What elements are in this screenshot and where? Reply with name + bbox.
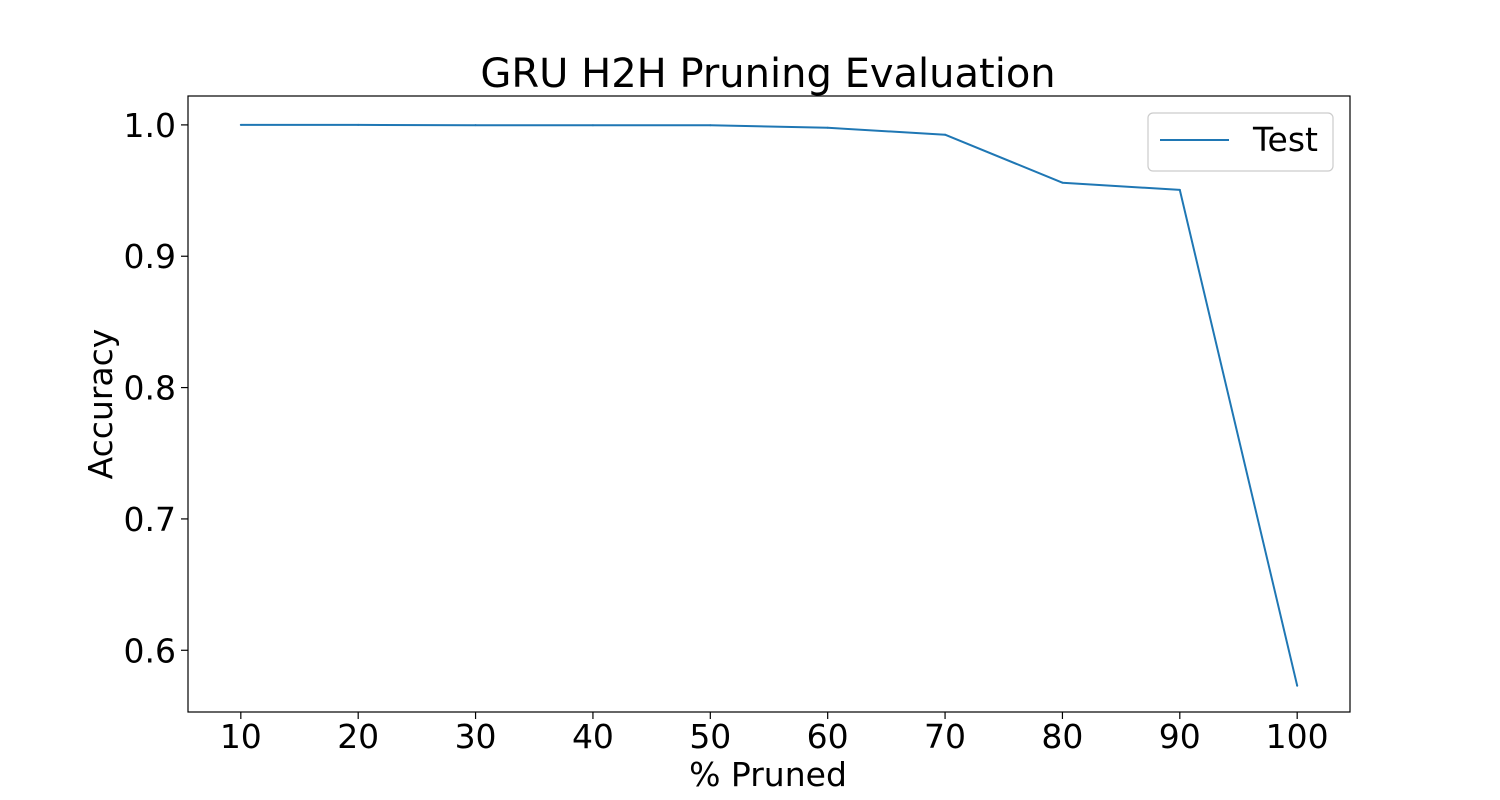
y-tick-label: 0.7 (124, 500, 176, 539)
x-tick-label: 40 (572, 717, 614, 756)
x-axis: 10 20 30 40 50 60 70 80 90 100 (220, 712, 1329, 756)
x-tick-label: 60 (807, 717, 849, 756)
data-point (709, 124, 712, 127)
data-point (474, 124, 477, 127)
data-point (1178, 188, 1181, 191)
chart-title: GRU H2H Pruning Evaluation (480, 51, 1055, 97)
data-point (944, 133, 947, 136)
data-point (239, 123, 242, 126)
plot-area (187, 95, 1351, 713)
legend: Test (1147, 112, 1334, 172)
y-tick-label: 0.9 (124, 237, 176, 276)
data-point (591, 124, 594, 127)
y-axis-label: Accuracy (81, 329, 120, 480)
series-layer (239, 123, 1299, 687)
x-tick-label: 80 (1041, 717, 1083, 756)
data-point (357, 123, 360, 126)
legend-box (1147, 112, 1334, 172)
x-tick-label: 20 (337, 717, 379, 756)
y-tick-label: 0.6 (124, 631, 176, 670)
x-tick-label: 100 (1266, 717, 1329, 756)
x-axis-label: % Pruned (689, 755, 847, 794)
x-tick-label: 50 (689, 717, 731, 756)
legend-label: Test (1252, 120, 1318, 159)
y-tick-label: 1.0 (124, 106, 176, 145)
data-point (1296, 684, 1299, 687)
data-point (826, 126, 829, 129)
y-axis: 0.6 0.7 0.8 0.9 1.0 (124, 106, 188, 670)
data-point (1061, 181, 1064, 184)
x-tick-label: 90 (1159, 717, 1201, 756)
y-tick-label: 0.8 (124, 369, 176, 408)
series-line-0 (240, 123, 1299, 686)
x-tick-label: 30 (455, 717, 497, 756)
x-tick-label: 70 (924, 717, 966, 756)
x-tick-label: 10 (220, 717, 262, 756)
